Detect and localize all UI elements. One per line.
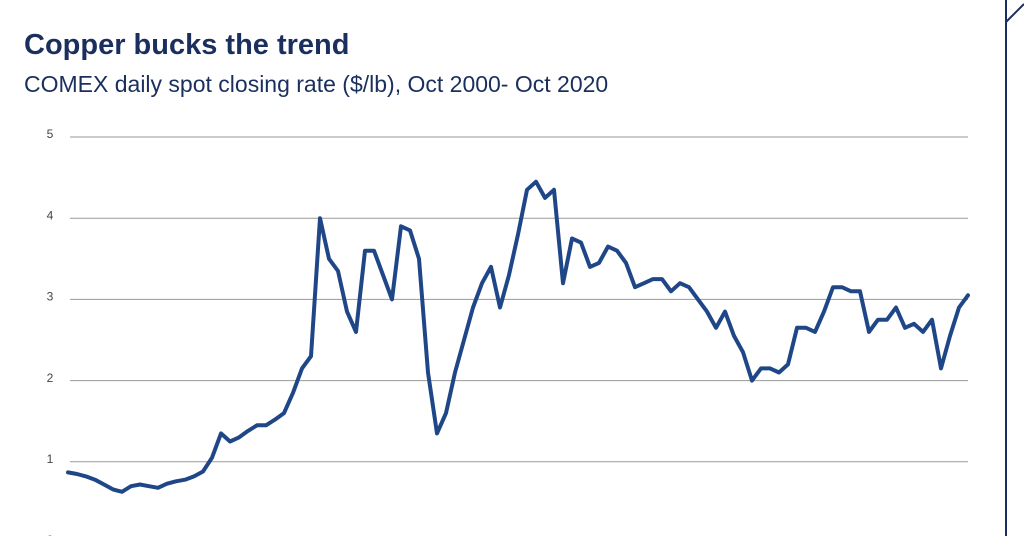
y-tick-label: 2 [47,371,54,385]
y-tick-label: 4 [47,208,54,222]
frame-edge [1005,0,1024,536]
chart-title: Copper bucks the trend [24,29,350,61]
y-tick-label: 0 [47,533,54,536]
y-tick-label: 5 [47,127,54,141]
data-line [66,179,970,494]
y-tick-label: 1 [47,452,54,466]
y-tick-label: 3 [47,290,54,304]
chart-subtitle: COMEX daily spot closing rate ($/lb), Oc… [24,71,608,97]
